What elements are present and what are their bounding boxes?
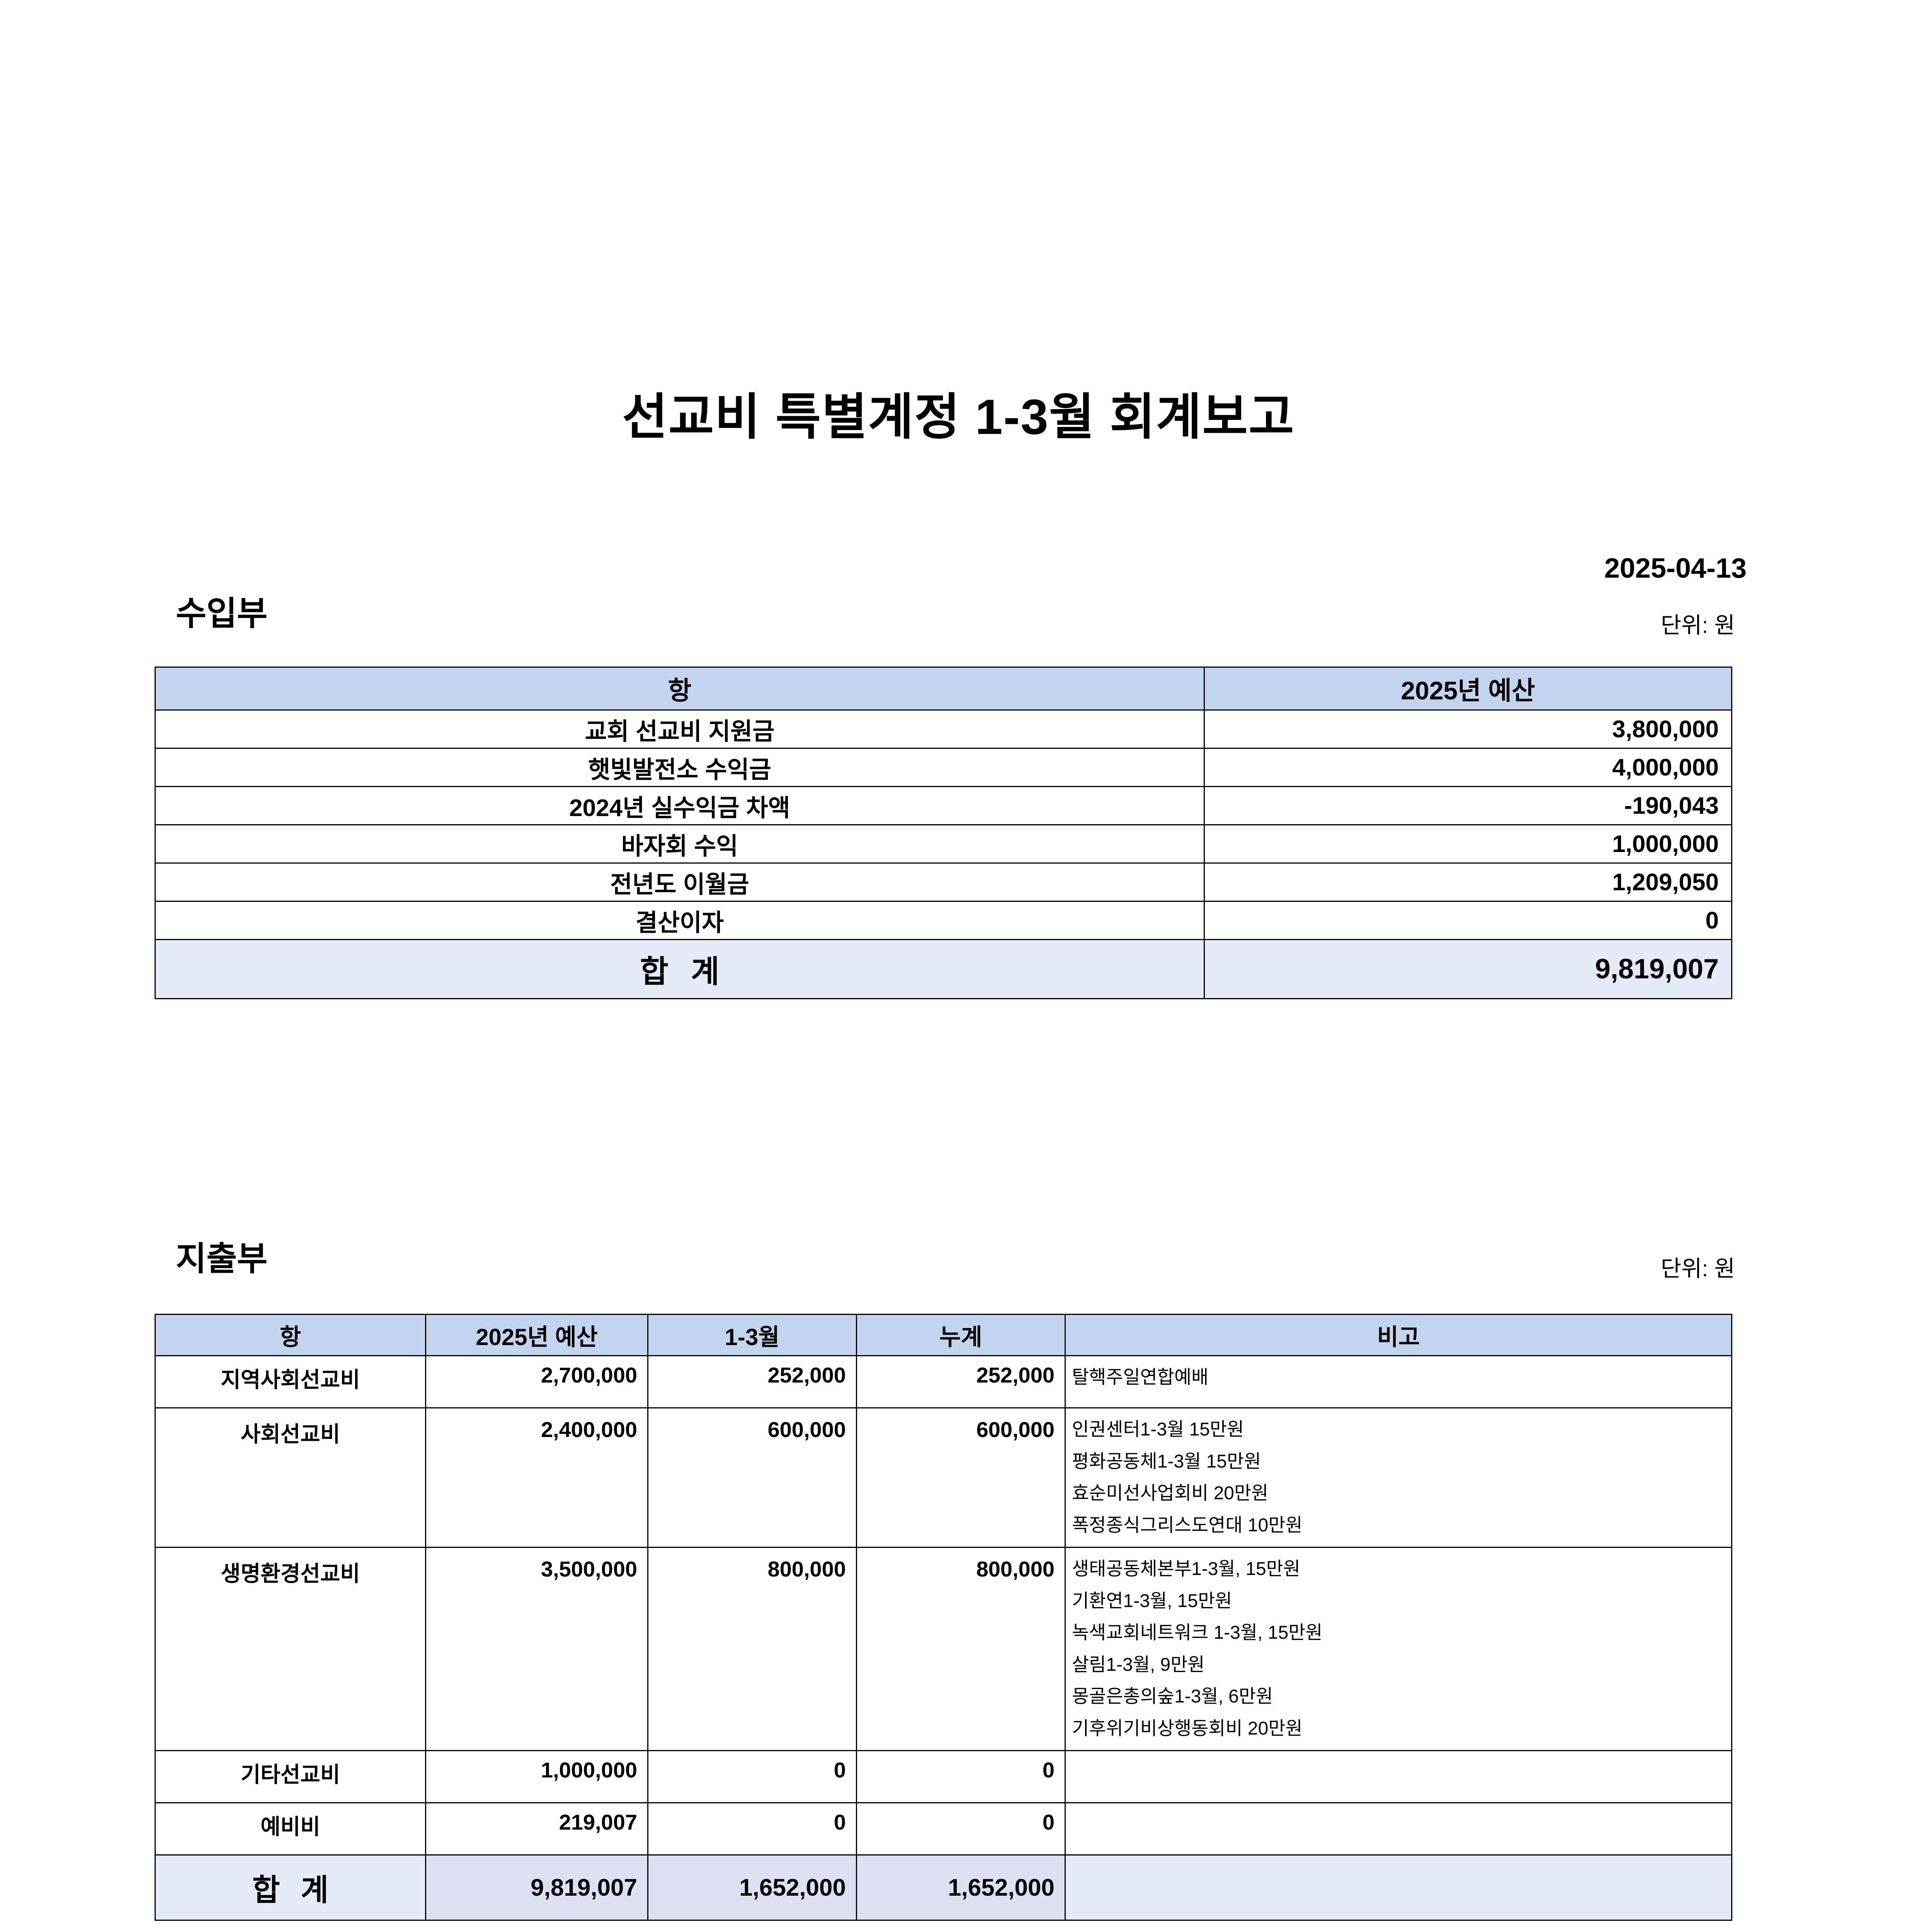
expense-budget-0: 2,700,000 (425, 1355, 648, 1408)
expense-total-q1: 1,652,000 (647, 1854, 857, 1921)
note-line-0: 탈핵주일연합예배 (1072, 1367, 1209, 1388)
note-line-3: 살림1-3월, 9만원 (1072, 1654, 1205, 1675)
expense-cumulative-2: 800,000 (856, 1547, 1066, 1752)
table-row: 사회선교비 2,400,000 600,000 600,000 인권센터1-3월… (155, 1407, 1732, 1548)
expense-total-budget: 9,819,007 (425, 1854, 648, 1921)
table-row: 예비비 219,007 0 0 (155, 1802, 1732, 1856)
table-row: 햇빛발전소 수익금 4,000,000 (155, 748, 1732, 787)
note-line-1: 기환연1-3월, 15만원 (1072, 1590, 1232, 1611)
income-col-budget: 2025년 예산 (1204, 667, 1732, 711)
expense-q1-2: 800,000 (647, 1547, 857, 1752)
expense-col-budget: 2025년 예산 (425, 1314, 648, 1356)
income-item-0: 교회 선교비 지원금 (155, 709, 1205, 749)
expense-budget-3: 1,000,000 (425, 1750, 648, 1804)
expense-total-note (1065, 1854, 1732, 1921)
note-line-2: 효순미선사업회비 20만원 (1072, 1483, 1269, 1504)
expense-q1-0: 252,000 (647, 1355, 857, 1408)
expense-col-item: 항 (155, 1314, 426, 1356)
expense-item-1: 사회선교비 (155, 1407, 426, 1548)
income-budget-5: 0 (1204, 901, 1732, 940)
expense-q1-4: 0 (647, 1802, 857, 1856)
note-line-5: 기후위기비상행동회비 20만원 (1072, 1718, 1303, 1739)
income-item-2: 2024년 실수익금 차액 (155, 786, 1205, 825)
income-budget-4: 1,209,050 (1204, 862, 1732, 902)
note-line-0: 생태공동체본부1-3월, 15만원 (1072, 1559, 1301, 1580)
note-line-4: 몽골은총의숲1-3월, 6만원 (1072, 1686, 1273, 1707)
expense-cumulative-3: 0 (856, 1750, 1066, 1804)
table-row: 2024년 실수익금 차액 -190,043 (155, 786, 1732, 825)
income-budget-3: 1,000,000 (1204, 824, 1732, 864)
report-date: 2025-04-13 (1604, 553, 1747, 584)
expense-budget-2: 3,500,000 (425, 1547, 648, 1752)
income-budget-0: 3,800,000 (1204, 709, 1732, 749)
expense-total-label: 합 계 (155, 1854, 426, 1921)
expense-table-header-row: 항 2025년 예산 1-3월 누계 비고 (155, 1314, 1732, 1356)
table-row: 전년도 이월금 1,209,050 (155, 862, 1732, 902)
income-total-row: 합 계 9,819,007 (155, 939, 1732, 999)
expense-section-label: 지출부 (176, 1240, 268, 1277)
note-line-2: 녹색교회네트워크 1-3월, 15만원 (1072, 1622, 1323, 1643)
income-table-header-row: 항 2025년 예산 (155, 667, 1732, 711)
expense-unit-label: 단위: 원 (1660, 1256, 1735, 1281)
income-table: 항 2025년 예산 교회 선교비 지원금 3,800,000 햇빛발전소 수익… (155, 667, 1732, 999)
expense-cumulative-1: 600,000 (856, 1407, 1066, 1548)
table-row: 바자회 수익 1,000,000 (155, 824, 1732, 864)
income-budget-1: 4,000,000 (1204, 748, 1732, 787)
note-line-0: 인권센터1-3월 15만원 (1072, 1419, 1244, 1440)
table-row: 지역사회선교비 2,700,000 252,000 252,000 탈핵주일연합… (155, 1355, 1732, 1408)
income-total-budget: 9,819,007 (1204, 939, 1732, 999)
table-row: 교회 선교비 지원금 3,800,000 (155, 709, 1732, 749)
expense-col-q1: 1-3월 (647, 1314, 857, 1356)
note-line-3: 폭정종식그리스도연대 10만원 (1072, 1515, 1303, 1536)
note-line-1: 평화공동체1-3월 15만원 (1072, 1451, 1261, 1472)
expense-note-4 (1065, 1802, 1732, 1856)
income-item-4: 전년도 이월금 (155, 862, 1205, 902)
table-row: 결산이자 0 (155, 901, 1732, 940)
income-item-5: 결산이자 (155, 901, 1205, 940)
income-item-3: 바자회 수익 (155, 824, 1205, 864)
expense-total-row: 합 계 9,819,007 1,652,000 1,652,000 (155, 1854, 1732, 1921)
table-row: 기타선교비 1,000,000 0 0 (155, 1750, 1732, 1804)
expense-col-note: 비고 (1065, 1314, 1732, 1356)
income-col-item: 항 (155, 667, 1205, 711)
expense-col-cumulative: 누계 (856, 1314, 1066, 1356)
income-section-label: 수입부 (176, 595, 268, 632)
expense-table: 항 2025년 예산 1-3월 누계 비고 지역사회선교비 2,700,000 … (155, 1314, 1732, 1921)
income-budget-2: -190,043 (1204, 786, 1732, 825)
expense-budget-4: 219,007 (425, 1802, 648, 1856)
expense-budget-1: 2,400,000 (425, 1407, 648, 1548)
expense-note-0: 탈핵주일연합예배 (1065, 1355, 1732, 1408)
expense-q1-3: 0 (647, 1750, 857, 1804)
table-row: 생명환경선교비 3,500,000 800,000 800,000 생태공동체본… (155, 1547, 1732, 1752)
expense-q1-1: 600,000 (647, 1407, 857, 1548)
page-title: 선교비 특별계정 1-3월 회계보고 (622, 389, 1295, 445)
expense-note-3 (1065, 1750, 1732, 1804)
income-item-1: 햇빛발전소 수익금 (155, 748, 1205, 787)
expense-item-3: 기타선교비 (155, 1750, 426, 1804)
expense-item-0: 지역사회선교비 (155, 1355, 426, 1408)
expense-item-2: 생명환경선교비 (155, 1547, 426, 1752)
income-total-label: 합 계 (155, 939, 1205, 999)
expense-cumulative-0: 252,000 (856, 1355, 1066, 1408)
income-unit-label: 단위: 원 (1660, 613, 1735, 638)
expense-total-cumulative: 1,652,000 (856, 1854, 1066, 1921)
expense-cumulative-4: 0 (856, 1802, 1066, 1856)
expense-item-4: 예비비 (155, 1802, 426, 1856)
